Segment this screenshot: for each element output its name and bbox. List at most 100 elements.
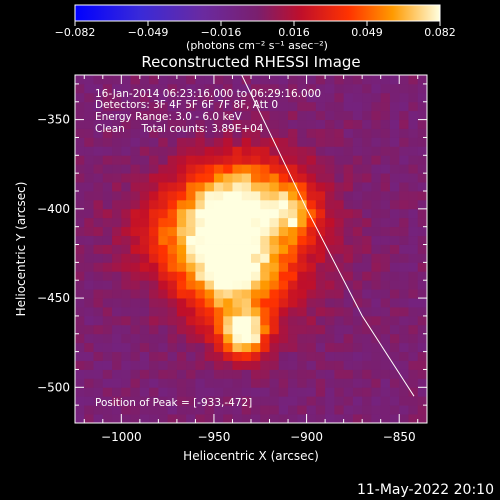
heatmap-cell [371,137,382,147]
heatmap-cell [325,235,335,245]
heatmap-cell [408,199,419,210]
heatmap-cell [139,226,150,237]
heatmap-cell [352,217,363,228]
heatmap-cell [195,137,206,147]
heatmap-cell [269,173,280,183]
heatmap-cell [121,378,131,388]
heatmap-cell [139,405,150,415]
heatmap-cell [223,342,233,353]
heatmap-cell [278,235,289,245]
heatmap-cell [371,182,382,192]
heatmap-cell [315,244,326,254]
heatmap-cell [167,182,178,192]
heatmap-cell [306,307,317,317]
heatmap-cell [149,119,159,129]
heatmap-cell [158,414,169,423]
heatmap-cell [417,199,427,210]
heatmap-cell [251,235,261,245]
heatmap-cell [269,253,280,263]
heatmap-cell [75,405,85,415]
heatmap-cell [417,155,427,165]
heatmap-cell [408,324,419,335]
heatmap-cell [186,155,196,165]
heatmap-cell [204,92,215,103]
heatmap-cell [204,191,215,201]
heatmap-cell [139,262,150,272]
heatmap-cell [213,315,224,326]
heatmap-cell [251,244,261,254]
heatmap-cell [325,208,335,219]
heatmap-cell [112,101,122,112]
heatmap-cell [75,173,85,183]
heatmap-cell [158,92,169,103]
heatmap-cell [306,164,317,174]
heatmap-cell [195,333,206,344]
heatmap-cell [232,208,243,219]
heatmap-cell [306,414,317,423]
heatmap-cell [315,110,326,121]
heatmap-cell [121,351,131,361]
heatmap-cell [417,315,427,326]
heatmap-cell [269,289,280,299]
heatmap-cell [371,360,382,370]
heatmap-cell [112,271,122,281]
heatmap-cell [371,378,382,388]
colorbar-tick-label: 0.049 [351,26,383,39]
heatmap-cell [260,307,270,317]
heatmap-cell [362,253,372,263]
heatmap-cell [176,262,187,272]
heatmap-cell [112,351,122,361]
heatmap-cell [112,119,122,129]
heatmap-cell [204,315,215,326]
heatmap-cell [389,289,400,299]
heatmap-cell [139,396,150,406]
heatmap-cell [167,83,178,94]
heatmap-cell [213,405,224,415]
heatmap-cell [251,414,261,423]
heatmap-cell [399,208,409,219]
heatmap-cell [380,119,391,129]
heatmap-cell [130,146,141,156]
heatmap-cell [139,315,150,326]
heatmap-cell [278,182,289,192]
heatmap-cell [121,182,131,192]
heatmap-cell [371,92,382,103]
heatmap-cell [325,226,335,237]
heatmap-cell [121,199,131,210]
heatmap-cell [389,235,400,245]
heatmap-cell [315,137,326,147]
heatmap-cell [260,217,270,228]
heatmap-cell [408,101,419,112]
heatmap-cell [102,342,113,353]
heatmap-cell [158,378,169,388]
heatmap-cell [389,173,400,183]
heatmap-cell [93,101,104,112]
heatmap-cell [325,324,335,335]
heatmap-cell [315,378,326,388]
heatmap-cell [195,110,206,121]
heatmap-cell [158,244,169,254]
heatmap-cell [195,164,206,174]
heatmap-cell [130,378,141,388]
heatmap-cell [204,369,215,379]
heatmap-cell [213,414,224,423]
heatmap-cell [93,369,104,379]
heatmap-cell [149,396,159,406]
heatmap-cell [149,369,159,379]
heatmap-cell [380,405,391,415]
heatmap-cell [232,137,243,147]
heatmap-cell [232,351,243,361]
heatmap-cell [186,333,196,344]
heatmap-cell [417,208,427,219]
heatmap-cell [232,342,243,353]
heatmap-cell [260,253,270,263]
heatmap-cell [232,369,243,379]
heatmap-cell [93,137,104,147]
heatmap-cell [139,217,150,228]
heatmap-cell [362,289,372,299]
heatmap-cell [176,173,187,183]
heatmap-cell [93,119,104,129]
heatmap-cell [389,333,400,344]
heatmap-cell [213,164,224,174]
heatmap-cell [186,324,196,335]
